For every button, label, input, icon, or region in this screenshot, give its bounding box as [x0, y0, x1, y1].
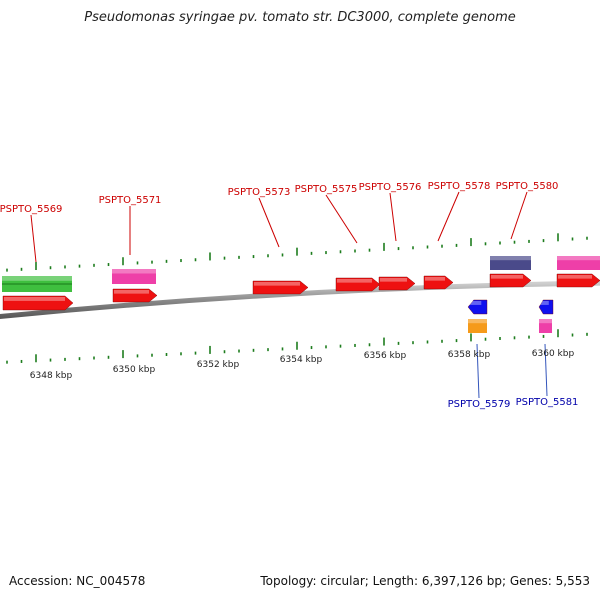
forward-feature-shine [2, 276, 72, 281]
forward-gene-arrow [489, 273, 532, 288]
forward-feature [490, 256, 531, 270]
gene-label: PSPTO_5569 [0, 204, 62, 215]
label-leader-line [30, 214, 37, 263]
map-title: Pseudomonas syringae pv. tomato str. DC3… [84, 10, 516, 25]
label-leader-line [325, 194, 358, 244]
reverse-feature-shine [539, 319, 552, 324]
gene-label: PSPTO_5578 [428, 181, 491, 192]
forward-feature-shine [557, 256, 600, 261]
forward-feature-shine [112, 269, 156, 274]
forward-gene-arrow [556, 273, 600, 288]
forward-gene-arrow [378, 276, 416, 291]
scale-labels: 6348 kbp 6350 kbp 6352 kbp 6354 kbp 6356 kbp… [30, 349, 575, 381]
label-leader-line [510, 191, 528, 240]
gene-label: PSPTO_5580 [496, 181, 559, 192]
gene-labels: PSPTO_5569 PSPTO_5571 PSPTO_5573 PSPTO_5575… [0, 181, 578, 410]
scale-label: 6358 kbp [448, 350, 491, 360]
upper-tick-track [6, 233, 588, 272]
reverse-gene-arrow [467, 299, 488, 315]
forward-gene-arrow-shine [491, 275, 523, 279]
forward-gene-arrow [335, 277, 381, 292]
reverse-gene-arrow-shine [540, 301, 549, 305]
genome-stats-text: Topology: circular; Length: 6,397,126 bp… [260, 574, 590, 588]
forward-gene-arrow [252, 280, 309, 295]
lower-tick-track [6, 329, 588, 364]
gene-label: PSPTO_5581 [516, 397, 579, 408]
gene-label: PSPTO_5575 [295, 184, 358, 195]
label-leader-line [544, 343, 548, 397]
scale-label: 6360 kbp [532, 349, 575, 359]
forward-gene-arrow-shine [380, 278, 407, 282]
forward-feature [557, 256, 600, 270]
reverse-feature [468, 319, 487, 333]
forward-gene-arrow-shine [254, 282, 300, 286]
gene-label: PSPTO_5571 [99, 195, 162, 206]
scale-label: 6354 kbp [280, 355, 323, 365]
forward-gene-arrow-shine [558, 275, 592, 279]
forward-feature-shine [490, 256, 531, 261]
forward-gene-arrow-shine [4, 297, 65, 301]
feature-track [2, 256, 600, 333]
scale-label: 6348 kbp [30, 371, 73, 381]
gene-label: PSPTO_5576 [359, 182, 422, 193]
label-leader-line [258, 197, 280, 248]
label-leader-line [389, 192, 397, 242]
label-leader-line [437, 191, 460, 242]
reverse-feature [539, 319, 552, 333]
gene-track [2, 273, 600, 315]
label-leader-line [476, 343, 480, 399]
reverse-gene-arrow-shine [469, 301, 482, 305]
label-leaders [30, 191, 548, 399]
reverse-gene-arrow [538, 299, 554, 315]
forward-gene-arrow-shine [114, 290, 149, 294]
scale-label: 6352 kbp [197, 360, 240, 370]
forward-gene-arrow-shine [337, 279, 372, 283]
gene-label: PSPTO_5579 [448, 399, 511, 410]
forward-feature [112, 269, 156, 284]
accession-text: Accession: NC_004578 [9, 574, 146, 588]
forward-gene-arrow-shine [425, 277, 445, 281]
scale-label: 6356 kbp [364, 351, 407, 361]
reverse-feature-shine [468, 319, 487, 324]
gene-label: PSPTO_5573 [228, 187, 291, 198]
forward-gene-arrow [2, 295, 74, 311]
forward-gene-arrow [112, 288, 158, 303]
scale-label: 6350 kbp [113, 365, 156, 375]
forward-gene-arrow [423, 275, 454, 290]
